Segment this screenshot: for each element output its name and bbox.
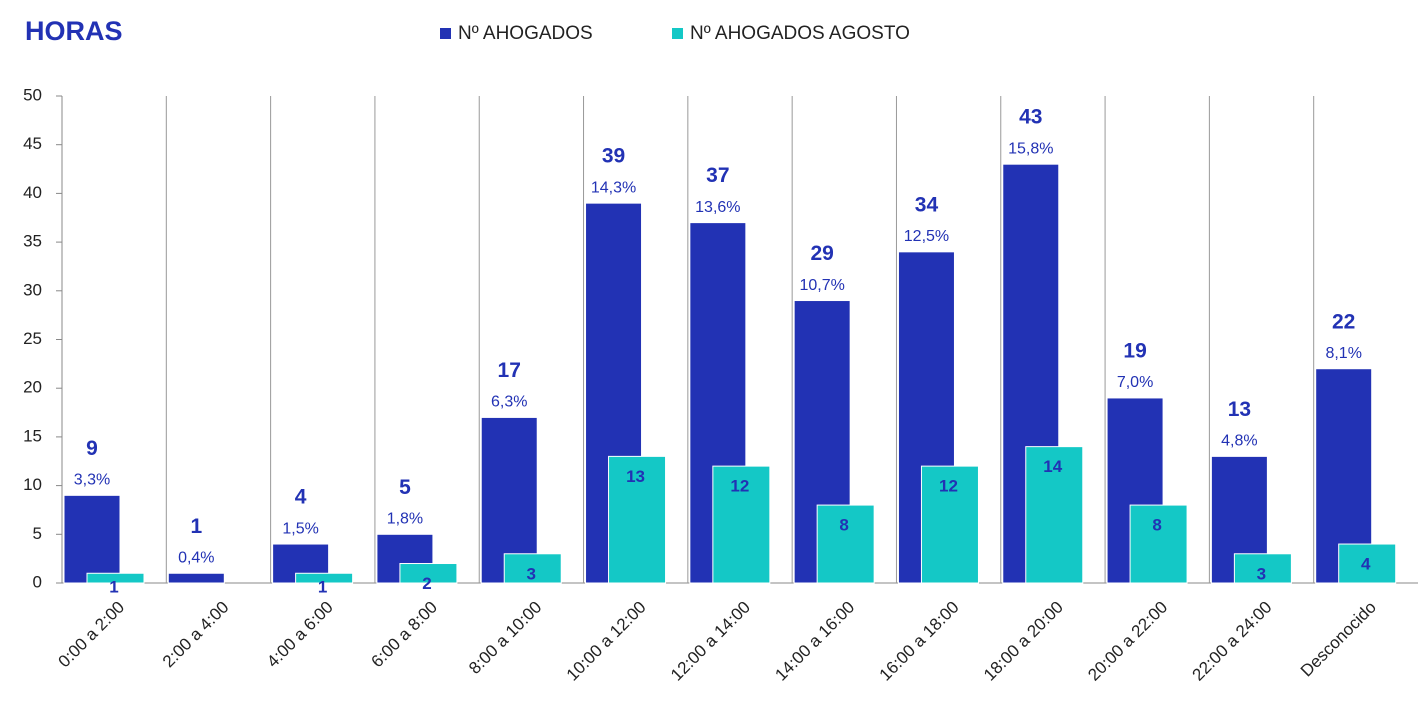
value-label: 12 [730, 477, 749, 496]
value-label: 4 [1361, 555, 1371, 574]
value-label: 4 [295, 486, 307, 509]
bar [86, 572, 145, 584]
percent-label: 8,1% [1325, 345, 1361, 362]
y-tick-label: 5 [33, 524, 42, 543]
bar [63, 494, 121, 584]
bar [295, 572, 354, 584]
y-tick-label: 30 [23, 280, 42, 299]
x-tick-label: 22:00 a 24:00 [1189, 598, 1276, 685]
legend-label: Nº AHOGADOS [458, 23, 593, 44]
value-label: 13 [626, 467, 645, 486]
y-tick-label: 0 [33, 572, 42, 591]
value-label: 8 [1152, 516, 1161, 535]
y-tick-label: 10 [23, 475, 42, 494]
x-tick-label: 16:00 a 18:00 [876, 598, 963, 685]
x-tick-label: 12:00 a 14:00 [667, 598, 754, 685]
x-tick-label: 20:00 a 22:00 [1084, 598, 1171, 685]
value-label: 22 [1332, 310, 1355, 333]
value-label: 5 [399, 476, 411, 499]
value-label: 1 [109, 577, 118, 596]
y-tick-label: 50 [23, 85, 42, 104]
y-tick-label: 40 [23, 183, 42, 202]
x-tick-label: 0:00 a 2:00 [55, 598, 129, 672]
percent-label: 13,6% [695, 199, 740, 216]
percent-label: 1,8% [387, 511, 423, 528]
value-label: 13 [1228, 398, 1251, 421]
value-label: 14 [1043, 457, 1062, 476]
bar [399, 563, 458, 584]
value-label: 19 [1123, 339, 1146, 362]
percent-label: 14,3% [591, 179, 636, 196]
value-label: 17 [498, 359, 521, 382]
x-tick-label: Desconocido [1297, 598, 1380, 681]
legend-marker [672, 28, 683, 39]
y-tick-label: 20 [23, 378, 42, 397]
bar [1129, 504, 1188, 584]
bar [816, 504, 875, 584]
value-label: 2 [422, 574, 431, 593]
value-label: 3 [1257, 564, 1266, 583]
value-label: 1 [190, 515, 202, 538]
value-label: 39 [602, 145, 625, 168]
x-tick-label: 4:00 a 6:00 [263, 598, 337, 672]
value-label: 34 [915, 193, 939, 216]
value-label: 8 [839, 516, 848, 535]
y-tick-label: 45 [23, 134, 42, 153]
percent-label: 6,3% [491, 394, 527, 411]
bar [712, 465, 771, 584]
x-tick-label: 18:00 a 20:00 [980, 598, 1067, 685]
x-tick-label: 6:00 a 8:00 [367, 598, 441, 672]
value-label: 29 [810, 242, 833, 265]
value-label: 12 [939, 477, 958, 496]
y-tick-label: 35 [23, 232, 42, 251]
x-tick-label: 2:00 a 4:00 [159, 598, 233, 672]
x-tick-label: 8:00 a 10:00 [465, 598, 545, 678]
bar [608, 455, 667, 584]
value-label: 9 [86, 437, 98, 460]
bar [1233, 553, 1292, 584]
percent-label: 7,0% [1117, 374, 1153, 391]
y-tick-label: 25 [23, 329, 42, 348]
value-label: 1 [318, 577, 327, 596]
x-tick-label: 14:00 a 16:00 [771, 598, 858, 685]
bar [1338, 543, 1397, 584]
percent-label: 10,7% [799, 277, 844, 294]
bar [920, 465, 979, 584]
bar [167, 572, 225, 584]
bar [503, 553, 562, 584]
percent-label: 4,8% [1221, 433, 1257, 450]
chart-title: HORAS [25, 16, 123, 46]
percent-label: 3,3% [74, 472, 110, 489]
percent-label: 12,5% [904, 228, 949, 245]
legend-marker [440, 28, 451, 39]
percent-label: 15,8% [1008, 140, 1053, 157]
percent-label: 1,5% [282, 520, 318, 537]
legend-label: Nº AHOGADOS AGOSTO [690, 23, 910, 44]
percent-label: 0,4% [178, 549, 214, 566]
x-tick-label: 10:00 a 12:00 [563, 598, 650, 685]
value-label: 3 [526, 564, 535, 583]
value-label: 37 [706, 164, 729, 187]
bar [1025, 446, 1084, 584]
y-tick-label: 15 [23, 426, 42, 445]
value-label: 43 [1019, 106, 1042, 129]
